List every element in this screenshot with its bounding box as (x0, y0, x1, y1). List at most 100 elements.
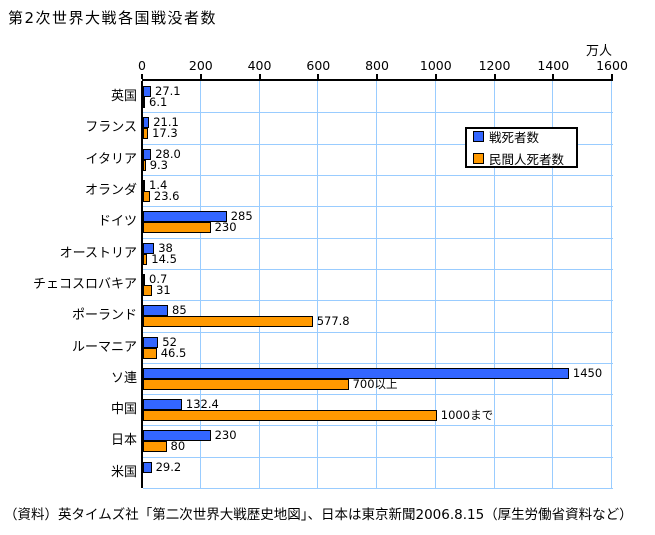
top-axis-line (142, 79, 613, 81)
category-label: オランダ (84, 182, 137, 198)
value-label: 9.3 (149, 157, 168, 172)
value-label: 132.4 (185, 397, 219, 412)
value-label: 52 (162, 334, 177, 349)
category-label: 日本 (110, 433, 137, 449)
value-label: 700以上 (352, 376, 398, 391)
left-axis-line (141, 81, 143, 488)
value-label: 1450 (572, 365, 603, 380)
civilian-bar (143, 410, 437, 422)
category-label: フランス (85, 120, 137, 136)
military-bar (143, 367, 569, 379)
civilian-bar (143, 284, 153, 296)
category-label: 米国 (110, 464, 137, 480)
category-label: チェコスロバキア (32, 276, 137, 292)
value-label: 230 (214, 428, 237, 443)
military-bar (143, 305, 168, 317)
value-label: 577.8 (316, 314, 350, 329)
civilian-bar (143, 316, 313, 328)
axis-tick-label: 400 (247, 58, 272, 73)
axis-tick (141, 74, 143, 79)
axis-tick (493, 74, 496, 79)
civilian-bar (143, 190, 150, 202)
horizontal-gridline (143, 174, 613, 176)
axis-tick-label: 200 (188, 58, 213, 73)
civilian-bar (143, 378, 349, 390)
vertical-gridline (376, 81, 377, 489)
axis-tick (317, 74, 320, 79)
military-bar (143, 399, 182, 411)
military-bar (143, 461, 152, 473)
military-bar (143, 242, 155, 254)
value-label: 23.6 (153, 188, 180, 203)
military-bar (143, 179, 145, 191)
value-label: 1.4 (149, 177, 168, 192)
legend: 戦死者数 民間人死者数 (465, 127, 578, 168)
axis-tick-label: 800 (365, 58, 389, 73)
horizontal-gridline (143, 237, 613, 239)
military-bar (143, 273, 145, 285)
military-bar (143, 336, 159, 348)
vertical-gridline (494, 81, 495, 489)
axis-tick (434, 74, 437, 79)
legend-item-military: 戦死者数 (473, 127, 576, 146)
vertical-gridline (200, 81, 201, 489)
axis-tick-label: 1000 (419, 58, 452, 73)
category-label: ルーマニア (71, 339, 137, 355)
axis-unit-label: 万人 (585, 44, 612, 59)
horizontal-gridline (143, 206, 613, 208)
military-bar (143, 86, 151, 97)
military-bar (143, 117, 150, 129)
value-label: 46.5 (160, 345, 187, 360)
military-bar (143, 211, 227, 223)
legend-label-military: 戦死者数 (489, 130, 540, 145)
axis-tick-label: 1400 (537, 58, 570, 73)
value-label: 17.3 (152, 126, 178, 141)
axis-tick-label: 0 (138, 58, 146, 73)
category-label: イタリア (85, 151, 137, 167)
horizontal-gridline (143, 112, 613, 114)
axis-tick (199, 74, 202, 79)
value-label: 29.2 (155, 459, 182, 474)
military-series-swatch-icon (473, 131, 484, 142)
vertical-gridline (611, 81, 612, 489)
value-label: 21.1 (153, 115, 179, 130)
value-label: 1000まで (440, 408, 494, 423)
vertical-gridline (552, 81, 553, 489)
value-label: 85 (172, 303, 187, 318)
value-label: 285 (230, 209, 253, 224)
horizontal-gridline (143, 331, 613, 333)
vertical-gridline (435, 81, 436, 489)
civilian-series-swatch-icon (473, 153, 484, 164)
civilian-bar (143, 441, 167, 453)
horizontal-gridline (143, 456, 613, 458)
legend-label-civilian: 民間人死者数 (489, 152, 565, 167)
value-label: 31 (156, 282, 171, 297)
chart-title: 第2次世界大戦各国戦没者数 (8, 9, 218, 27)
category-label: ドイツ (97, 214, 137, 230)
civilian-bar (143, 97, 145, 108)
value-label: 6.1 (149, 95, 168, 109)
vertical-gridline (259, 81, 260, 489)
value-label: 27.1 (155, 84, 181, 98)
military-bar (143, 148, 152, 160)
value-label: 38 (158, 240, 173, 255)
category-label: オーストリア (59, 245, 137, 261)
source-note: （資料）英タイムズ社「第二次世界大戦歴史地図」、日本は東京新聞2006.8.15… (4, 507, 633, 523)
horizontal-gridline (143, 362, 613, 364)
vertical-gridline (317, 81, 318, 489)
legend-item-civilian: 民間人死者数 (473, 149, 576, 168)
axis-tick-label: 1200 (478, 58, 511, 73)
civilian-bar (143, 159, 146, 171)
value-label: 0.7 (149, 271, 168, 286)
civilian-bar (143, 253, 148, 265)
category-label: 英国 (110, 89, 137, 104)
civilian-bar (143, 222, 211, 234)
axis-tick (552, 74, 555, 79)
civilian-bar (143, 128, 149, 140)
axis-tick-label: 600 (306, 58, 331, 73)
civilian-bar (143, 347, 157, 359)
horizontal-gridline (143, 143, 613, 145)
axis-tick (611, 74, 613, 79)
value-label: 80 (170, 439, 186, 454)
